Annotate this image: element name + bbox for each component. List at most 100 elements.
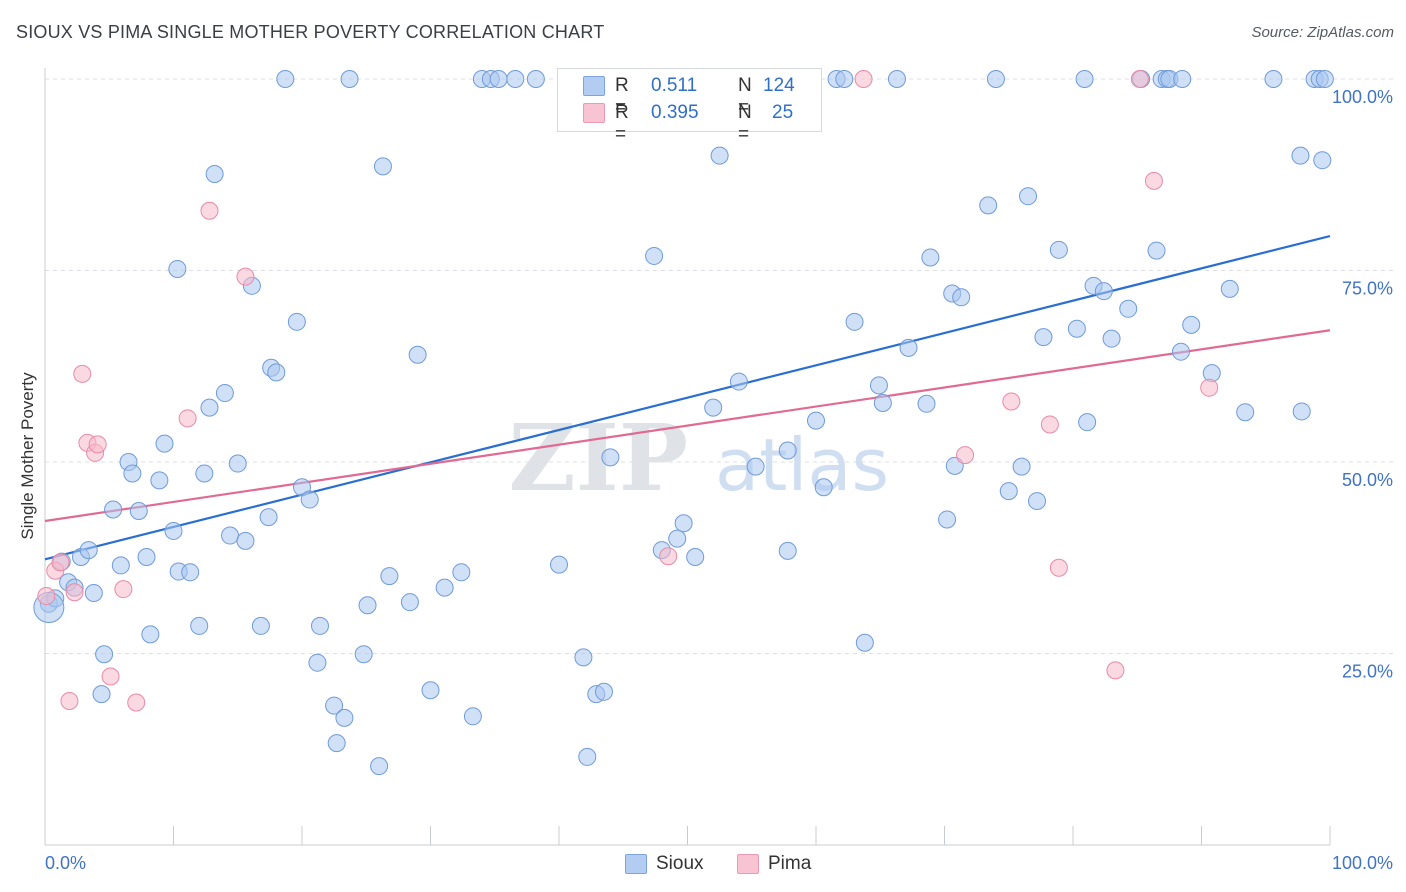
sioux-point [1028, 492, 1047, 511]
sioux-legend-label: Sioux [656, 853, 704, 874]
sioux-point [236, 531, 255, 550]
sioux-r-label: R = [615, 75, 629, 118]
sioux-point [1049, 240, 1068, 259]
x-tick-label: 0.0% [45, 853, 86, 873]
pima-trend-line [44, 329, 1331, 523]
pima-point [114, 580, 133, 599]
sioux-point [1315, 70, 1334, 88]
pima-point [236, 267, 255, 286]
sioux-point [778, 441, 797, 460]
sioux-point [164, 521, 183, 540]
sioux-point [887, 70, 906, 88]
y-tick-labels: 25.0% 50.0% 75.0% 100.0% [1332, 87, 1393, 682]
sioux-point [999, 482, 1018, 501]
y-tick-label: 50.0% [1342, 470, 1393, 490]
pima-point [1130, 70, 1149, 88]
sioux-n-label: N = [738, 75, 752, 118]
sioux-point [137, 547, 156, 566]
sioux-point [300, 490, 319, 509]
pima-n-label: N = [738, 102, 752, 145]
sioux-point [195, 464, 214, 483]
sioux-point [310, 616, 329, 635]
sioux-point [594, 682, 613, 701]
pima-point [178, 409, 197, 428]
sioux-point [400, 593, 419, 612]
sioux-swatch [583, 76, 605, 96]
sioux-point [181, 563, 200, 582]
sioux-point [325, 696, 344, 715]
sioux-point [835, 70, 854, 88]
sioux-point [1147, 241, 1166, 260]
pima-n-value: 25 [772, 102, 794, 123]
sioux-point [452, 563, 471, 582]
sioux-point [855, 633, 874, 652]
sioux-n-value: 124 [763, 75, 795, 96]
sioux-point [141, 625, 160, 644]
sioux-point [778, 541, 797, 560]
sioux-point [92, 685, 111, 704]
sioux-point [710, 146, 729, 165]
source-label: Source: ZipAtlas.com [1251, 24, 1394, 41]
sioux-point [550, 555, 568, 574]
pima-point [1200, 378, 1219, 397]
sioux-point [370, 757, 389, 776]
sioux-point [111, 556, 130, 575]
sioux-points [33, 70, 1334, 776]
sioux-point [267, 363, 286, 382]
sioux-r-value: 0.511 [651, 75, 698, 96]
sioux-point [938, 510, 957, 529]
correlation-legend: R = 0.511 N = 124 R = 0.395 N = 25 [557, 68, 822, 145]
sioux-point [335, 708, 354, 727]
trend-lines [44, 234, 1331, 561]
pima-point [101, 667, 120, 686]
sioux-point [200, 398, 219, 417]
sioux-point [327, 734, 346, 753]
sioux-point [601, 448, 620, 467]
pima-r-label: R = [615, 102, 629, 145]
y-axis-label: Single Mother Poverty [18, 372, 37, 540]
sioux-point [150, 471, 169, 490]
sioux-point [1067, 319, 1086, 338]
y-tick-label: 100.0% [1332, 87, 1393, 107]
sioux-point [408, 345, 427, 364]
sioux-point [251, 616, 270, 635]
sioux-point [506, 70, 525, 88]
sioux-point [869, 376, 888, 395]
sioux-point [814, 478, 833, 497]
sioux-point [190, 616, 209, 635]
sioux-point [746, 457, 765, 476]
sioux-trend-line [44, 234, 1331, 561]
sioux-point [986, 70, 1005, 88]
pima-point [956, 446, 975, 465]
y-tick-label: 25.0% [1342, 662, 1393, 682]
sioux-point [729, 372, 748, 391]
sioux-point [645, 246, 664, 265]
sioux-point [155, 434, 174, 453]
sioux-point [354, 645, 373, 664]
sioux-point [704, 398, 723, 417]
sioux-legend-swatch [625, 854, 647, 874]
sioux-point [668, 529, 687, 548]
sioux-point [95, 645, 114, 664]
sioux-point [340, 70, 359, 88]
sioux-point [1019, 187, 1038, 206]
sioux-point [129, 502, 148, 521]
axes [44, 68, 1331, 846]
sioux-point [84, 583, 103, 602]
sioux-point [489, 70, 508, 88]
pima-point [1040, 415, 1059, 434]
sioux-point [1012, 457, 1031, 476]
pima-point [65, 583, 84, 602]
sioux-point [373, 157, 392, 176]
sioux-point [79, 541, 98, 560]
sioux-point [276, 70, 295, 88]
sioux-point [1034, 328, 1053, 347]
pima-point [60, 691, 79, 710]
sioux-point [1292, 402, 1311, 421]
sioux-point [1119, 299, 1138, 318]
sioux-point [979, 196, 998, 215]
sioux-point [1171, 342, 1190, 361]
pima-point [1144, 171, 1163, 190]
sioux-point [421, 681, 440, 700]
